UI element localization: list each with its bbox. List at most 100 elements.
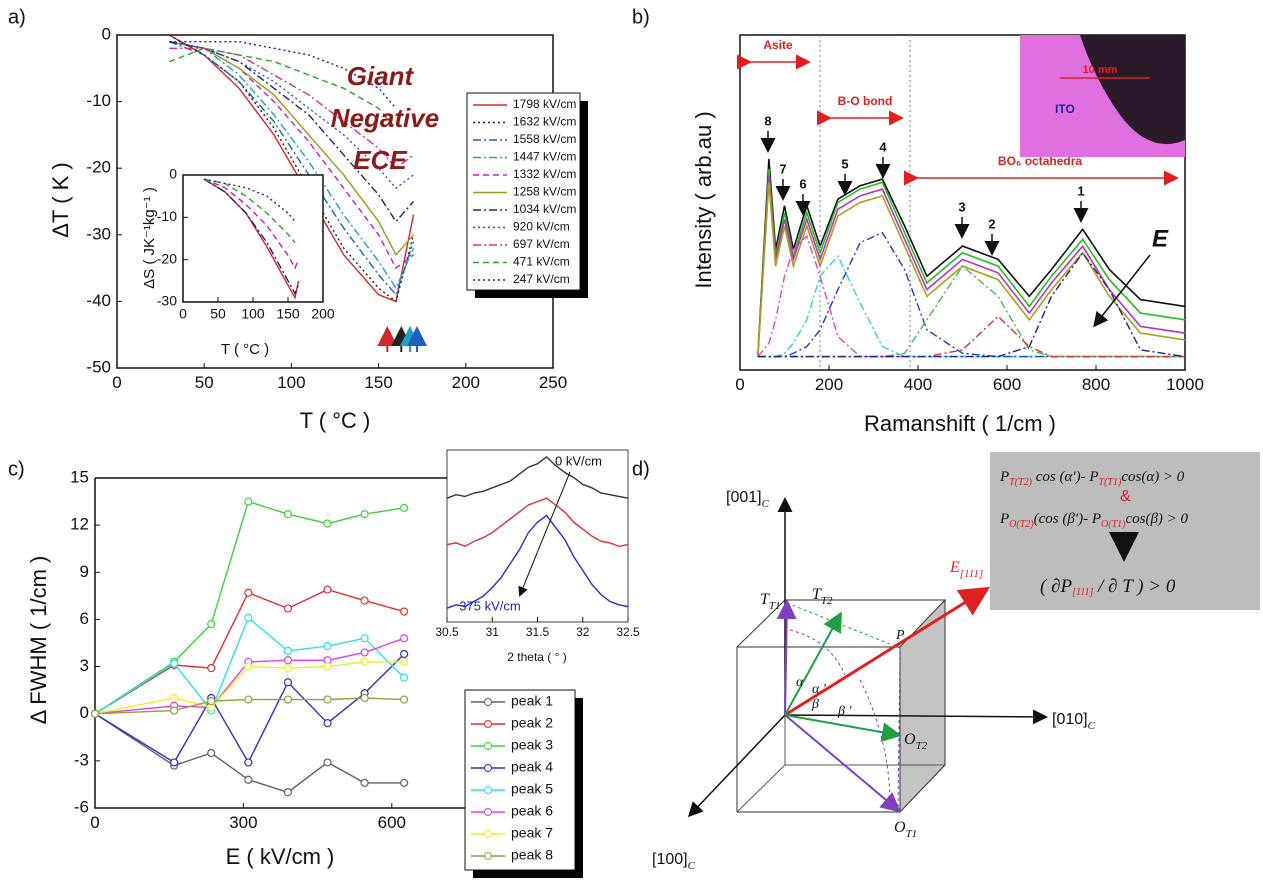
formula: ( ∂P[111] / ∂ T ) > 0 [1040, 576, 1176, 598]
panel-label: a) [8, 6, 26, 28]
formula: PT(T2) cos (α′)- PT(T1)cos(α) > 0 [999, 469, 1185, 488]
angle-arc [789, 629, 846, 676]
x-axis-label: T ( °C ) [221, 341, 269, 358]
series-marker [360, 693, 369, 703]
series-line [169, 41, 415, 290]
peak-label: 6 [799, 176, 806, 191]
series-marker [244, 588, 253, 597]
cube-edge [736, 764, 786, 813]
guide-line [786, 602, 901, 649]
legend [464, 689, 576, 871]
series-line [446, 514, 629, 609]
x-axis-label: E ( kV/cm ) [226, 844, 335, 869]
series-marker [283, 678, 293, 687]
series-marker [323, 719, 332, 728]
y-tick-label: -30 [157, 293, 177, 309]
legend-marker [484, 742, 492, 750]
series-marker [400, 649, 409, 659]
x-tick-label: 200 [452, 373, 480, 392]
legend-label: 1447 kV/cm [513, 150, 576, 164]
legend-label: 1632 kV/cm [513, 115, 576, 129]
angle-label: α ' [812, 682, 827, 697]
series-line [169, 41, 397, 109]
legend-marker [484, 786, 492, 794]
formula-part: O(T2) [1009, 519, 1034, 530]
y-tick-label: 15 [70, 467, 89, 486]
inset-label: ITO [1055, 102, 1075, 116]
x-axis-label: Ramanshift ( 1/cm ) [864, 411, 1056, 436]
angle-label: β ' [837, 704, 852, 719]
legend-marker [484, 698, 492, 706]
series-marker [360, 510, 369, 519]
legend-label: 1258 kV/cm [513, 185, 576, 199]
annotation: ECE [353, 145, 407, 175]
annotation: 375 kV/cm [459, 598, 520, 613]
series-marker [170, 659, 179, 668]
series-line [446, 497, 629, 548]
formula-part: T(T1) [1099, 477, 1122, 488]
legend-label: peak 5 [511, 781, 553, 797]
cube-diagram: d) [001]C [010]C [100]C E[111] TT1 TT2 O… [632, 452, 1260, 872]
series-line [203, 178, 296, 244]
legend-label: peak 1 [511, 693, 553, 709]
x-tick-label: 50 [195, 373, 214, 392]
condition-box [990, 452, 1260, 610]
x-tick-label: 100 [241, 305, 265, 321]
formula-part: cos(α) > 0 [1121, 469, 1184, 485]
arrow [1093, 254, 1151, 328]
formula-part: (cos (β′)- P [1034, 511, 1101, 527]
x-tick-label: 30.5 [435, 625, 459, 639]
legend-label: 1034 kV/cm [513, 202, 576, 216]
legend-label: 247 kV/cm [513, 272, 570, 286]
x-tick-label: 150 [276, 305, 300, 321]
vector-arrow [784, 714, 902, 743]
series-marker [400, 778, 409, 787]
legend-label: 1332 kV/cm [513, 167, 576, 181]
formula-part: P [999, 469, 1009, 485]
cube-face [899, 598, 946, 814]
y-tick-label: -40 [86, 291, 111, 310]
x-tick-label: 200 [815, 375, 843, 394]
series-line [94, 713, 405, 794]
annotation: E [1152, 225, 1169, 252]
series-marker [400, 503, 409, 512]
series-marker [244, 758, 253, 767]
axis-label: [100]C [652, 851, 696, 871]
angle-label: β [811, 697, 819, 712]
series-line [94, 588, 405, 715]
series-marker [90, 709, 100, 718]
y-axis-label: Δ FWHM ( 1/cm ) [26, 556, 51, 725]
x-tick-label: 31.5 [526, 625, 550, 639]
x-tick-label: 0 [179, 305, 187, 321]
y-tick-label: -20 [157, 250, 177, 266]
vector-arrow [784, 714, 902, 813]
series-marker [323, 695, 332, 704]
panel-label: b) [632, 6, 650, 28]
annotation: BO₆ octahedra [998, 154, 1082, 168]
vector-label: OT1 [894, 819, 917, 840]
peak-label: 5 [841, 156, 848, 171]
axis-arrow [784, 709, 1048, 725]
series-marker [283, 656, 293, 665]
peak-label: 4 [879, 139, 887, 154]
series-marker [207, 620, 216, 629]
series-line [94, 697, 405, 715]
formula-part: / ∂ T ) > 0 [1093, 576, 1176, 597]
series-line [203, 178, 300, 270]
inset-label: 10 mm [1083, 64, 1118, 76]
series-marker [323, 519, 332, 528]
series-marker [283, 646, 293, 655]
y-tick-label: 3 [80, 656, 89, 675]
series-marker [323, 662, 332, 671]
series-marker [244, 497, 253, 506]
series-marker [323, 758, 332, 767]
x-tick-label: 100 [277, 373, 305, 392]
series-line [94, 661, 405, 715]
series-marker [170, 758, 179, 767]
series-line [169, 47, 397, 129]
series-line [169, 47, 414, 170]
legend-label: peak 4 [511, 759, 553, 775]
x-tick-label: 150 [364, 373, 392, 392]
y-tick-label: 12 [70, 515, 89, 534]
